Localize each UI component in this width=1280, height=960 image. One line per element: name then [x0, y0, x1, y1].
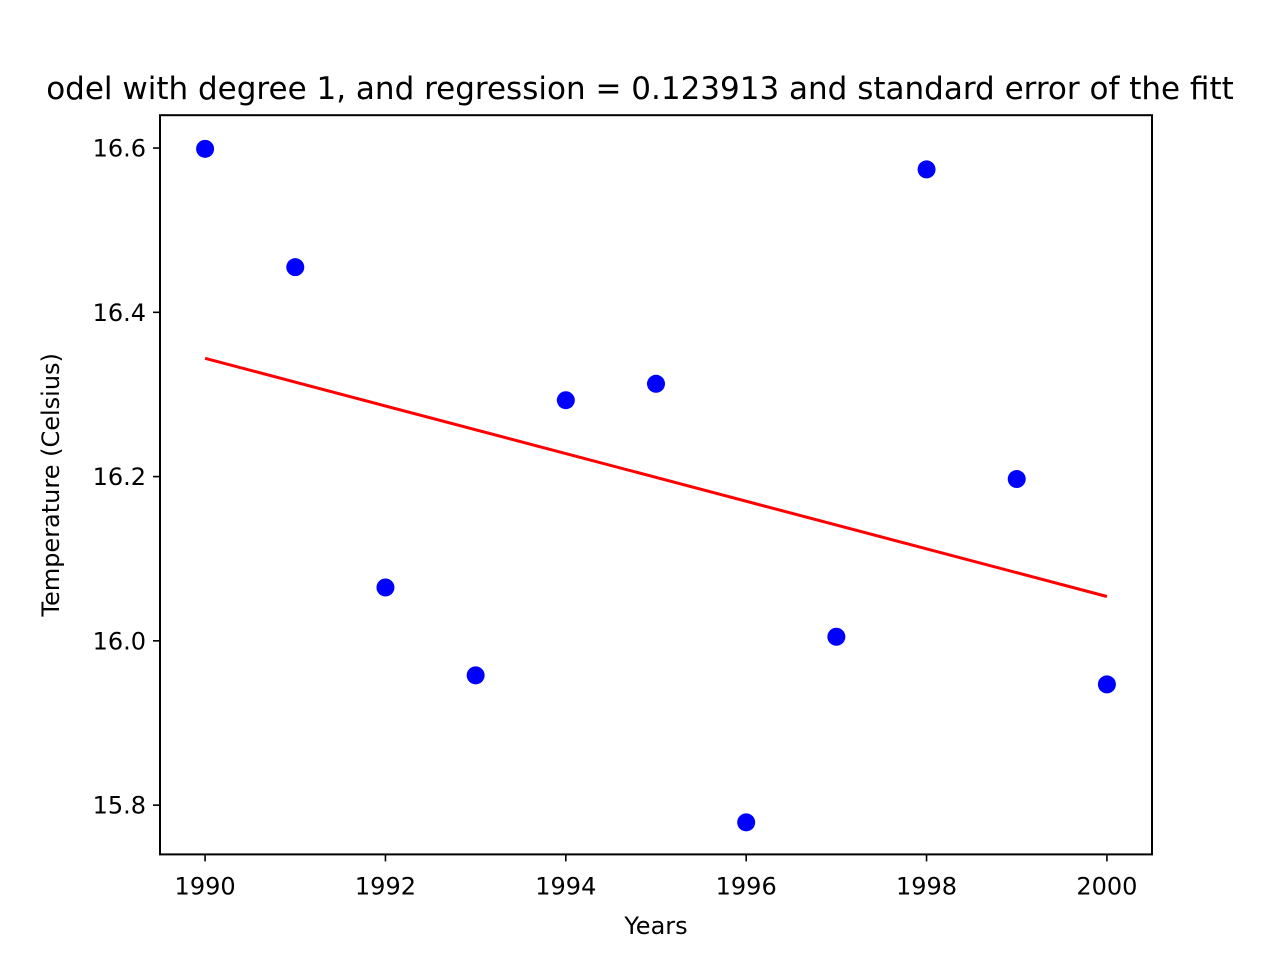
y-tick-label: 15.8 [93, 792, 146, 820]
y-tick-label: 16.2 [93, 463, 146, 491]
data-point [737, 813, 756, 832]
data-point [286, 258, 305, 277]
x-axis-label: Years [623, 912, 687, 940]
x-tick-label: 1996 [716, 872, 777, 900]
y-tick-label: 16.0 [93, 627, 146, 655]
y-axis-label: Temperature (Celsius) [37, 353, 65, 617]
data-point [917, 160, 936, 179]
fit-line [204, 356, 1108, 598]
x-tick-label: 1992 [355, 872, 416, 900]
data-point [196, 139, 215, 158]
axis-ticks: 1990 1992 1994 1996 1998 2000 15.8 16.0 16.2 16.4… [93, 135, 1138, 901]
axes-frame [159, 114, 1153, 856]
data-point [827, 627, 846, 646]
plot-area [196, 139, 1116, 832]
data-point [1097, 675, 1116, 694]
chart-title: odel with degree 1, and regression = 0.1… [46, 71, 1234, 107]
data-point [556, 391, 575, 410]
y-tick-label: 16.6 [93, 135, 146, 163]
x-tick-label: 2000 [1076, 872, 1137, 900]
data-point [647, 374, 665, 393]
data-point [1007, 470, 1026, 489]
x-tick-label: 1998 [896, 872, 957, 900]
x-tick-label: 1994 [535, 872, 596, 900]
data-point [466, 666, 485, 685]
y-tick-label: 16.4 [93, 299, 146, 327]
x-tick-label: 1990 [175, 872, 236, 900]
data-point [376, 578, 395, 597]
